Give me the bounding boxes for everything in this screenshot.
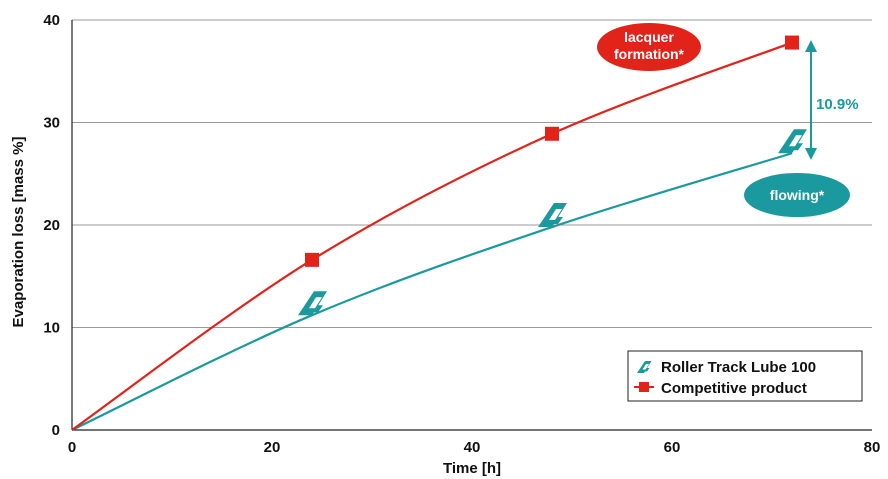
roller-track-lube-point-icon (538, 203, 567, 228)
series-line-roller-track-lube (71, 152, 793, 431)
difference-arrow-head-down (805, 148, 817, 160)
legend-label-competitive-product: Competitive product (661, 380, 807, 397)
y-tick-label: 30 (43, 115, 60, 132)
difference-indicator: 10.9% (805, 40, 859, 160)
competitive-product-point (545, 126, 559, 141)
legend-marker-roller-track-lube-icon (637, 361, 652, 373)
legend-label-roller-track-lube: Roller Track Lube 100 (661, 359, 816, 376)
flowing-bubble: flowing* (744, 173, 850, 217)
series-lines (71, 41, 793, 431)
lacquer-formation-line-1: lacquer (624, 29, 674, 45)
difference-arrow-head-up (805, 40, 817, 52)
flowing-bubble-text: flowing* (770, 187, 825, 203)
roller-track-lube-point-icon (778, 129, 807, 154)
axes (71, 20, 872, 431)
competitive-product-point (305, 252, 319, 267)
competitive-product-point (785, 35, 799, 50)
lacquer-formation-bubble: lacquer formation* (597, 23, 701, 71)
x-axis-title: Time [h] (443, 460, 501, 477)
legend-logo-icon (637, 361, 652, 373)
y-axis-title: Evaporation loss [mass %] (10, 137, 27, 328)
roller-track-lube-point-icon (298, 291, 327, 316)
legend-box (627, 350, 863, 402)
x-tick-label: 20 (264, 439, 281, 456)
grid-lines (72, 19, 872, 328)
lacquer-formation-bubble-shape (597, 23, 701, 71)
y-tick-label: 40 (43, 12, 60, 29)
series-markers (298, 35, 807, 316)
legend: Roller Track Lube 100 Competitive produc… (627, 350, 863, 402)
x-tick-label: 40 (464, 439, 481, 456)
x-tick-label: 0 (68, 439, 76, 456)
series-line-competitive-product (71, 41, 793, 431)
lacquer-formation-line-2: formation* (614, 46, 685, 62)
y-tick-label: 10 (43, 320, 60, 337)
tick-labels: 0 10 20 30 40 0 20 40 60 80 (43, 12, 880, 456)
y-tick-label: 0 (52, 422, 60, 439)
y-tick-label: 20 (43, 217, 60, 234)
x-tick-label: 80 (864, 439, 881, 456)
flowing-bubble-shape (744, 173, 850, 217)
x-tick-label: 60 (664, 439, 681, 456)
difference-value: 10.9% (816, 96, 859, 113)
